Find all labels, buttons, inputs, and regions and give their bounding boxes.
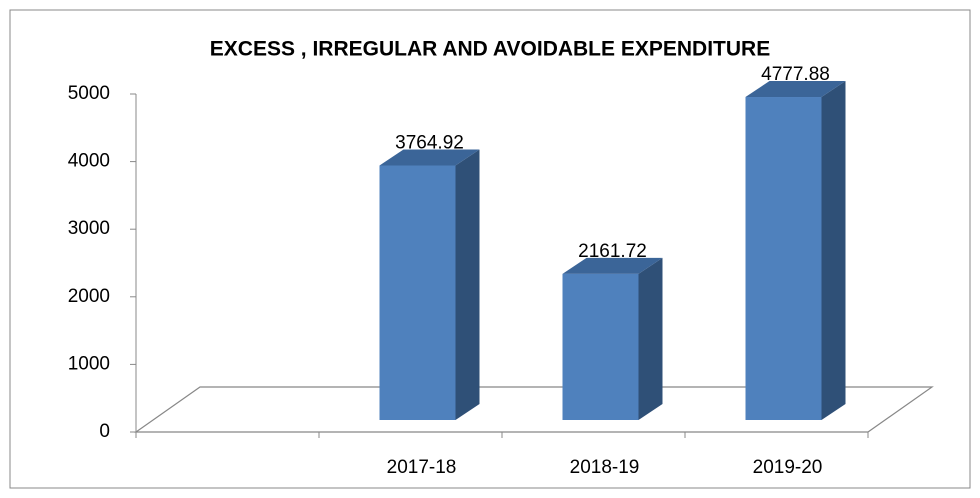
y-tick-label: 3000 — [68, 218, 110, 239]
bar — [745, 97, 822, 420]
y-tick-label: 0 — [99, 421, 110, 442]
y-tick-label: 5000 — [68, 83, 110, 104]
bar-side — [455, 149, 480, 421]
y-tick-label: 4000 — [68, 151, 110, 172]
data-label: 3764.92 — [395, 133, 464, 154]
bar-top — [379, 149, 480, 166]
data-label: 2161.72 — [578, 241, 647, 262]
bar-top — [745, 81, 846, 98]
chart-title: EXCESS , IRREGULAR AND AVOIDABLE EXPENDI… — [210, 38, 770, 61]
floor — [134, 386, 934, 433]
bar — [379, 165, 456, 420]
x-tick-label: 2017-18 — [387, 457, 457, 478]
bar-top — [562, 257, 663, 274]
data-label: 4777.88 — [761, 64, 830, 85]
bar-side — [638, 257, 663, 420]
bar-side — [821, 81, 846, 420]
bar — [562, 273, 639, 420]
x-tick-label: 2018-19 — [570, 457, 640, 478]
y-tick-label: 2000 — [68, 286, 110, 307]
x-tick-label: 2019-20 — [753, 457, 823, 478]
y-tick-label: 1000 — [68, 353, 110, 374]
